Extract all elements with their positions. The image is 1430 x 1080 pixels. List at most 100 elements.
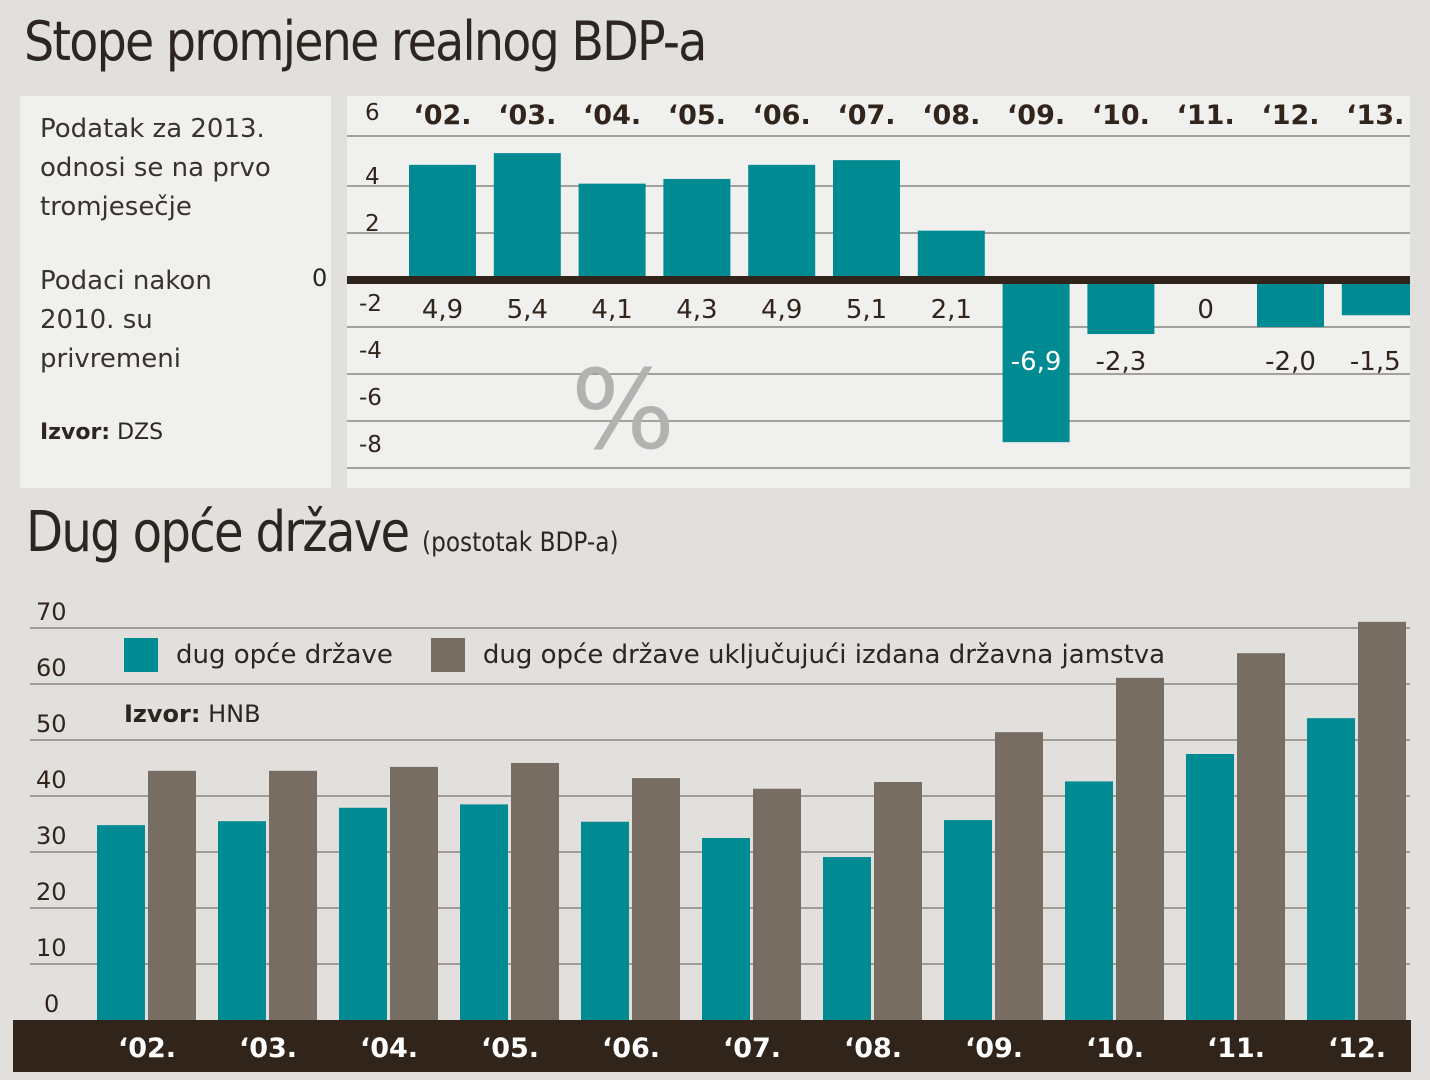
gdp-bar [833, 160, 900, 280]
x-category-label: ‘03. [498, 100, 556, 131]
gdp-bar [917, 230, 985, 280]
x-category-label: ‘02. [413, 100, 471, 131]
y-tick-label: 20 [36, 878, 67, 906]
debt-guarantee-bar [1116, 677, 1164, 1020]
y-tick-label: 6 [365, 100, 380, 126]
x-category-label: ‘08. [844, 1033, 902, 1064]
y-tick-label: -2 [359, 291, 382, 317]
gdp-bar [748, 164, 816, 280]
x-category-label: ‘08. [922, 100, 980, 131]
debt-bar [97, 825, 145, 1020]
x-category-label: ‘06. [602, 1033, 660, 1064]
x-axis-band [13, 1020, 1411, 1072]
y-tick-label: -4 [359, 338, 382, 364]
debt-guarantee-bar [148, 770, 196, 1020]
x-category-label: ‘03. [239, 1033, 297, 1064]
x-category-label: ‘10. [1092, 100, 1150, 131]
x-category-label: ‘09. [965, 1033, 1023, 1064]
gdp-bar [1257, 280, 1324, 327]
x-category-label: ‘11. [1207, 1033, 1265, 1064]
gdp-chart-title: Stope promjene realnog BDP-a [24, 10, 707, 73]
x-category-label: ‘05. [668, 100, 726, 131]
zero-axis [347, 276, 1410, 284]
debt-guarantee-bar [632, 778, 680, 1020]
data-label: -2,0 [1265, 347, 1316, 377]
source-label: Izvor: [40, 420, 111, 445]
source-label: Izvor: [124, 700, 201, 728]
debt-bar [1065, 781, 1113, 1020]
debt-guarantee-bar [1358, 621, 1406, 1020]
y-tick-label: 4 [365, 164, 380, 190]
debt-bar [339, 807, 387, 1020]
x-category-label: ‘04. [583, 100, 641, 131]
y-tick-label: 60 [36, 654, 67, 682]
debt-guarantee-bar [874, 782, 922, 1020]
gdp-bar [409, 164, 476, 280]
debt-bar [944, 820, 992, 1020]
x-category-label: ‘09. [1007, 100, 1065, 131]
note-provisional: Podaci nakon 2010. su privremeni [40, 266, 212, 374]
legend-swatch-gray [430, 638, 465, 672]
y-tick-label: -8 [359, 432, 382, 458]
gdp-bar [1002, 280, 1070, 443]
legend-label-debt-guarantees: dug opće države uključujući izdana držav… [482, 640, 1166, 670]
y-tick-label: 70 [36, 598, 67, 626]
debt-guarantee-bar [511, 762, 559, 1020]
x-category-label: ‘13. [1346, 100, 1404, 131]
debt-bar [218, 821, 266, 1020]
debt-bar [581, 821, 629, 1020]
data-label: 4,9 [422, 295, 463, 325]
data-label: 4,9 [761, 295, 802, 325]
source-value: HNB [208, 700, 261, 728]
debt-guarantee-bar [269, 770, 317, 1020]
x-category-label: ‘05. [481, 1033, 539, 1064]
x-category-label: ‘12. [1261, 100, 1319, 131]
data-label: -2,3 [1096, 347, 1147, 377]
x-category-label: ‘12. [1328, 1033, 1386, 1064]
data-label: 0 [1197, 295, 1214, 325]
debt-bar [702, 838, 750, 1020]
debt-bar [1186, 754, 1234, 1020]
data-label: 5,1 [846, 295, 887, 325]
debt-guarantee-bar [995, 732, 1043, 1020]
debt-guarantee-bar [753, 788, 801, 1020]
y-tick-label: 40 [36, 766, 67, 794]
gdp-bar-chart: 6 4 2 -2 -4 -6 -8 ‘02. 4,9 ‘03. 5,4 ‘04. 4,1 ‘05. 4,3 ‘… [347, 100, 1410, 474]
debt-bar [460, 804, 508, 1020]
debt-guarantee-bar [390, 766, 438, 1020]
gdp-source: Izvor: DZS [40, 420, 163, 445]
debt-source: Izvor: HNB [124, 700, 261, 728]
x-category-label: ‘04. [360, 1033, 418, 1064]
gdp-bar [578, 183, 646, 280]
debt-bar [823, 857, 871, 1020]
gdp-zero-tick: 0 [312, 264, 328, 292]
gdp-bar [493, 153, 561, 280]
x-category-label: ‘10. [1086, 1033, 1144, 1064]
data-label: -1,5 [1350, 347, 1401, 377]
gdp-bar [1341, 280, 1410, 316]
percent-watermark: % [571, 346, 676, 474]
y-tick-label: -6 [359, 385, 382, 411]
debt-guarantee-bar [1237, 653, 1285, 1020]
data-label: -6,9 [1011, 347, 1062, 377]
data-label: 4,3 [676, 295, 717, 325]
y-tick-label: 50 [36, 710, 67, 738]
debt-title-text: Dug opće države [26, 500, 410, 565]
gdp-bar [1087, 280, 1155, 335]
data-label: 4,1 [591, 295, 632, 325]
data-label: 5,4 [507, 295, 548, 325]
y-tick-label: 30 [36, 822, 67, 850]
x-category-label: ‘07. [837, 100, 895, 131]
source-value: DZS [117, 420, 164, 445]
gdp-notes-panel: Podatak za 2013. odnosi se na prvo tromj… [20, 96, 331, 488]
x-category-label: ‘11. [1177, 100, 1235, 131]
data-label: 2,1 [931, 295, 972, 325]
legend-swatch-teal [124, 638, 158, 672]
debt-chart-title: Dug opće države (postotak BDP-a) [26, 500, 619, 565]
debt-bar [1307, 718, 1355, 1020]
y-tick-label: 10 [36, 934, 67, 962]
debt-subtitle: (postotak BDP-a) [422, 527, 619, 558]
x-category-label: ‘02. [118, 1033, 176, 1064]
debt-legend: dug opće države dug opće države uključuj… [124, 638, 1203, 672]
